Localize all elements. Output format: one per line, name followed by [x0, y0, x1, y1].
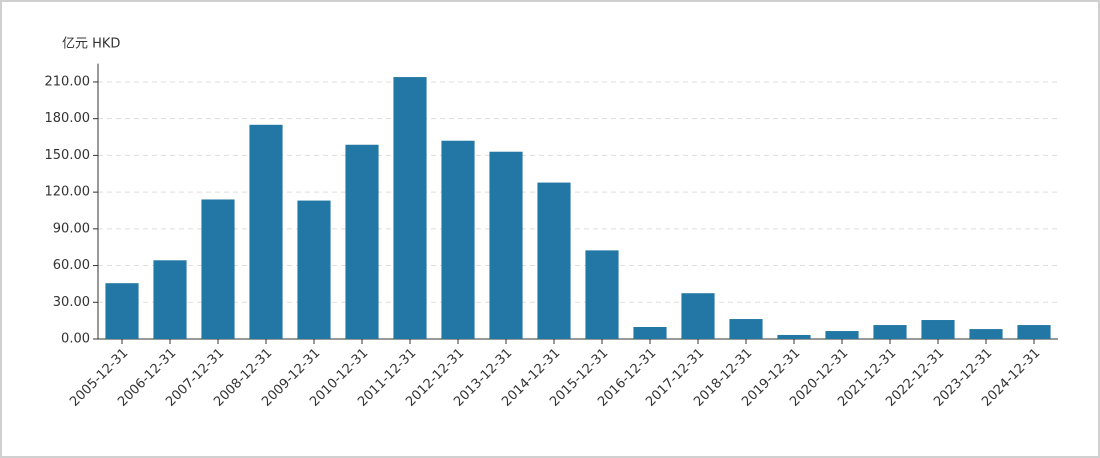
- bar: [729, 319, 763, 339]
- bar: [441, 140, 475, 339]
- bar: [825, 331, 859, 339]
- y-tick-label: 120.00: [45, 185, 91, 200]
- bar: [105, 283, 139, 339]
- y-tick-label: 210.00: [45, 74, 91, 89]
- y-tick-label: 150.00: [45, 148, 91, 163]
- y-tick-label: 180.00: [45, 111, 91, 126]
- bar: [249, 124, 283, 339]
- y-tick-label: 60.00: [53, 258, 90, 273]
- y-tick-label: 90.00: [53, 221, 90, 236]
- bar: [393, 77, 427, 340]
- bar: [969, 329, 1003, 339]
- bar: [345, 144, 379, 339]
- bar: [873, 325, 907, 339]
- bar: [921, 320, 955, 339]
- bar: [1017, 325, 1051, 339]
- bar: [585, 250, 619, 339]
- bar: [537, 182, 571, 339]
- bar: [153, 260, 187, 339]
- bar: [297, 200, 331, 339]
- y-tick-label: 0.00: [61, 332, 90, 347]
- bar: [489, 151, 523, 339]
- y-unit: 亿元 HKD: [62, 37, 120, 52]
- bar: [777, 334, 811, 339]
- bar: [681, 293, 715, 339]
- bar: [633, 327, 667, 339]
- bar: [201, 199, 235, 339]
- y-tick-label: 30.00: [53, 295, 90, 310]
